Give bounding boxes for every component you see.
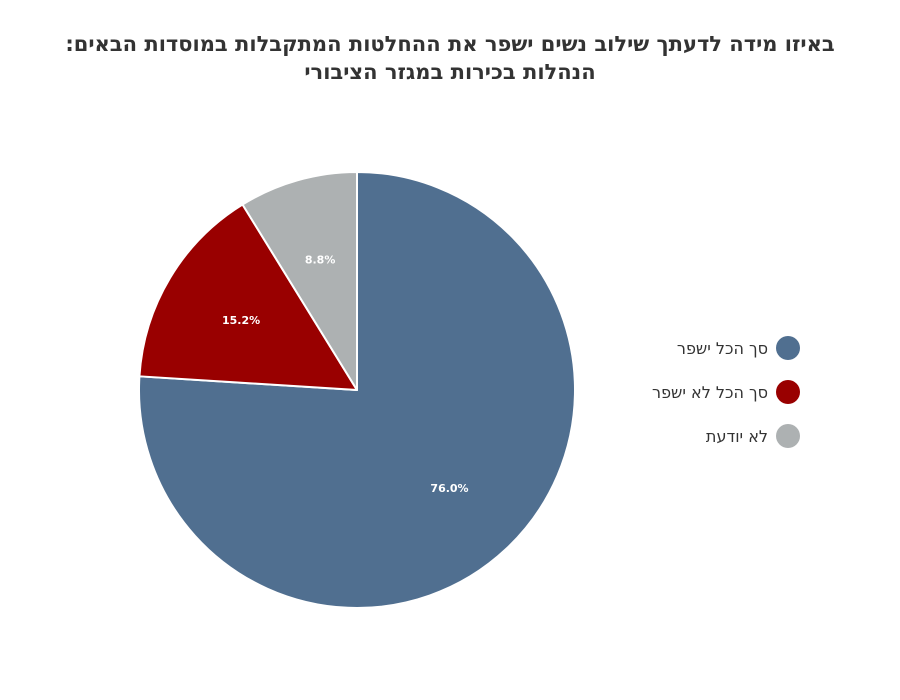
legend-swatch-will-not-improve xyxy=(776,380,800,404)
legend-label-dont-know: לא יודעת xyxy=(705,426,768,446)
legend-swatch-dont-know xyxy=(776,424,800,448)
legend-item-will-not-improve[interactable]: סך הכל לא ישפר xyxy=(600,370,800,414)
pie-slice-will-not-improve[interactable] xyxy=(138,203,358,391)
pie-label-will-not-improve: 15.2% xyxy=(222,314,260,327)
legend-label-will-not-improve: סך הכל לא ישפר xyxy=(652,382,768,402)
legend: סך הכל ישפר סך הכל לא ישפר לא יודעת xyxy=(600,326,800,458)
legend-swatch-will-improve xyxy=(776,336,800,360)
chart-title: באיזו מידה לדעתך שילוב נשים ישפר את ההחל… xyxy=(0,30,900,86)
pie-slice-dont-know[interactable] xyxy=(241,171,358,391)
legend-item-dont-know[interactable]: לא יודעת xyxy=(600,414,800,458)
chart-title-line-2: הנהלות בכירות במגזר הציבורי xyxy=(304,60,596,84)
pie-label-will-improve: 76.0% xyxy=(430,482,468,495)
chart-title-line-1: באיזו מידה לדעתך שילוב נשים ישפר את ההחל… xyxy=(65,32,835,56)
legend-item-will-improve[interactable]: סך הכל ישפר xyxy=(600,326,800,370)
pie-label-dont-know: 8.8% xyxy=(305,253,336,266)
legend-label-will-improve: סך הכל ישפר xyxy=(676,338,768,358)
